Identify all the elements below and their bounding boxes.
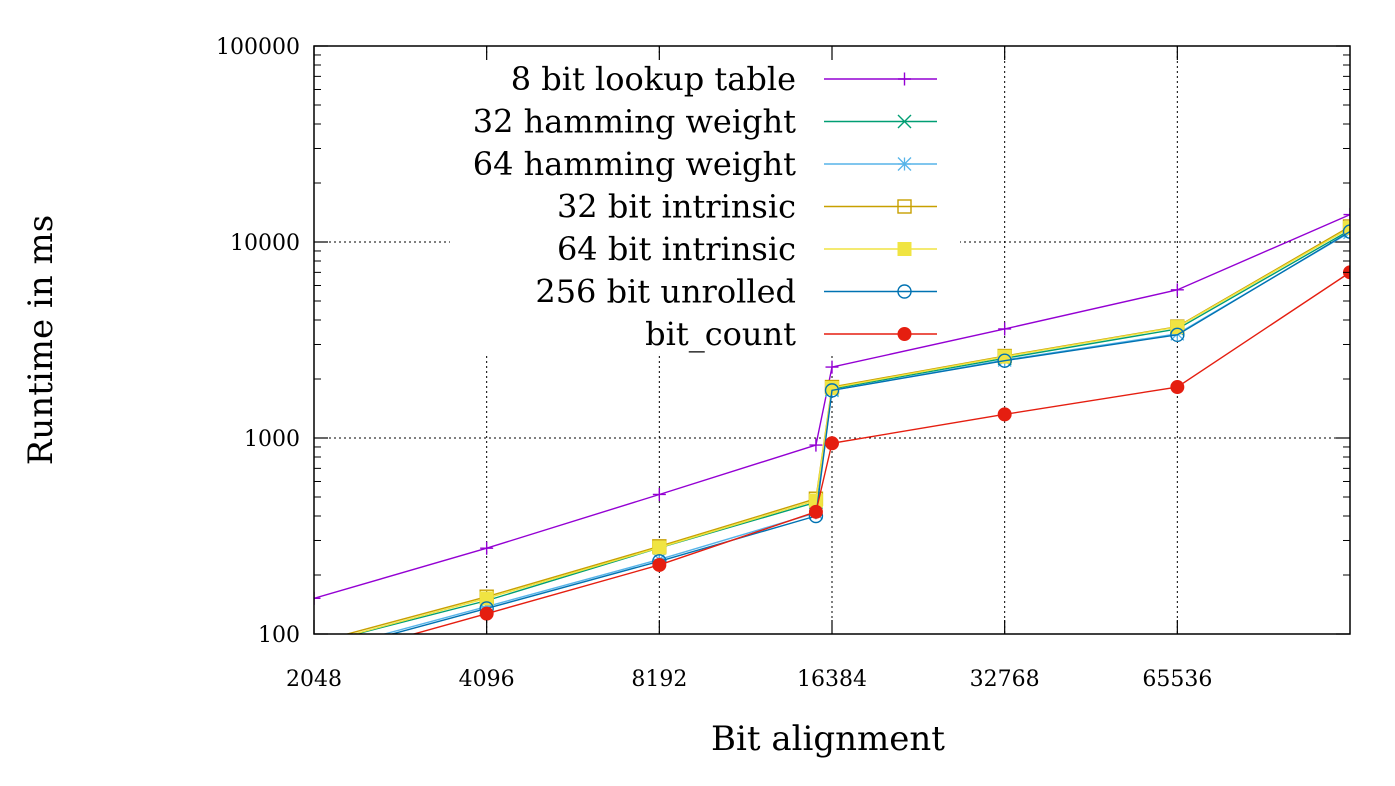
y-tick-label: 100000 (216, 35, 300, 60)
data-point (897, 157, 912, 171)
legend-entry: 32 bit intrinsic (557, 188, 937, 226)
y-tick-label: 1000 (244, 427, 300, 452)
data-point (997, 407, 1012, 422)
x-tick-label: 8192 (631, 667, 687, 692)
x-axis-label: Bit alignment (711, 719, 945, 759)
data-point (314, 591, 321, 605)
data-point (897, 327, 912, 341)
data-point (652, 540, 667, 555)
legend-label: 256 bit unrolled (535, 273, 796, 311)
data-point (825, 436, 839, 451)
data-point (898, 72, 911, 86)
data-point (1342, 224, 1350, 239)
data-point (652, 557, 667, 572)
data-point (308, 638, 321, 651)
legend-entry: 32 hamming weight (473, 103, 937, 141)
x-tick-label: 2048 (286, 667, 342, 692)
x-tick-label: 4096 (459, 667, 515, 692)
data-point (308, 638, 321, 651)
legend-label: 32 bit intrinsic (557, 188, 796, 226)
data-point (479, 591, 494, 606)
legend-label: 64 hamming weight (473, 145, 796, 183)
legend-entry: 8 bit lookup table (511, 60, 937, 98)
x-tick-label: 16384 (797, 667, 867, 692)
series-line (411, 271, 1350, 634)
data-point (897, 199, 912, 214)
legend-label: bit_count (645, 315, 796, 353)
data-point (652, 487, 666, 501)
series-line (389, 230, 1350, 634)
data-point (308, 649, 321, 662)
data-point (1170, 380, 1185, 395)
data-point (1343, 220, 1350, 235)
legend-entry: 64 hamming weight (473, 145, 937, 183)
y-tick-label: 100 (258, 623, 300, 648)
data-point (1170, 327, 1185, 343)
legend-entry: 256 bit unrolled (535, 273, 937, 311)
data-point (897, 114, 912, 129)
data-point (1170, 320, 1185, 335)
series-0 (314, 208, 1350, 605)
data-point (897, 242, 912, 256)
legend-label: 64 bit intrinsic (557, 230, 796, 268)
data-point (479, 599, 494, 614)
data-point (480, 541, 494, 555)
legend-label: 8 bit lookup table (511, 60, 796, 98)
legend-entry: bit_count (645, 315, 937, 353)
data-point (308, 636, 321, 649)
y-tick-label: 10000 (230, 231, 300, 256)
data-point (824, 383, 840, 398)
data-point (808, 504, 823, 519)
data-point (308, 646, 321, 659)
data-point (479, 606, 494, 621)
data-point (1343, 208, 1350, 222)
legend-label: 32 hamming weight (473, 103, 796, 141)
data-point (809, 438, 823, 452)
data-point (897, 284, 912, 299)
x-tick-label: 65536 (1142, 667, 1212, 692)
series-6 (411, 265, 1350, 634)
data-point (825, 360, 839, 374)
series-line (314, 213, 1350, 600)
data-point (1170, 283, 1184, 297)
series-line (351, 227, 1350, 634)
data-point (997, 353, 1012, 368)
legend-entry: 64 bit intrinsic (557, 230, 937, 268)
y-axis-label: Runtime in ms (21, 215, 61, 465)
x-tick-label: 32768 (970, 667, 1040, 692)
data-point (998, 322, 1012, 336)
